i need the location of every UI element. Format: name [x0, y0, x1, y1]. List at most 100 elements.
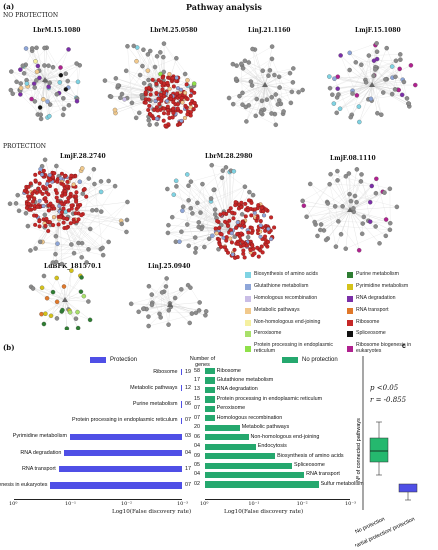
network-node [239, 61, 244, 67]
network-node [188, 93, 193, 98]
network-node [63, 87, 69, 92]
legend-swatch [347, 331, 353, 337]
network-node [191, 107, 196, 112]
legend-swatch [245, 331, 251, 337]
network-node [165, 230, 171, 236]
network-node [192, 90, 197, 95]
hub-node [62, 297, 68, 302]
network-node [141, 306, 146, 312]
network-node [58, 65, 63, 70]
network-node [240, 102, 245, 107]
network-node [69, 203, 74, 208]
protection-bar-label: Ribosome [153, 368, 178, 375]
network-node [146, 118, 151, 123]
network-node [64, 326, 70, 330]
network-node [247, 189, 252, 195]
network-node [301, 203, 307, 208]
protection-bar-label: Purine metabolism [132, 400, 178, 407]
panel-b-label: (b) [3, 343, 15, 352]
network-node [266, 73, 271, 78]
network-node [146, 283, 152, 289]
network-node [145, 68, 151, 73]
network-node [15, 192, 20, 198]
network-node [91, 167, 97, 172]
protection-bar [180, 417, 182, 424]
network-node [166, 111, 171, 116]
network-node [287, 70, 293, 76]
hub-node [347, 207, 353, 212]
protection-bar-label: RNA degradation [20, 449, 62, 456]
network-node [35, 204, 40, 209]
network-node [273, 92, 278, 97]
network-node [228, 206, 233, 211]
network-node [404, 96, 410, 101]
network-node [258, 110, 264, 116]
network-node [102, 78, 108, 83]
network-node [113, 76, 119, 81]
hub-node [167, 302, 173, 307]
network-node [397, 66, 402, 72]
network-label-2: LbrM.25.0580 [150, 27, 198, 34]
protection-bar [50, 482, 182, 489]
legend-label: RNA degradation [356, 295, 396, 302]
network-node [80, 166, 85, 171]
network-node [363, 80, 369, 85]
network-node [55, 199, 60, 204]
network-node [53, 251, 58, 257]
network-node [230, 210, 235, 215]
legend-swatch [347, 296, 353, 302]
network-node [47, 102, 53, 107]
legend-label: Purine metabolism [356, 271, 399, 278]
network-node [53, 188, 58, 193]
network-node [211, 187, 216, 193]
network-node [77, 179, 83, 185]
network-node [343, 246, 348, 251]
network-node [192, 100, 197, 105]
network-node [351, 206, 356, 211]
network-node [263, 228, 268, 233]
network-node [59, 193, 64, 198]
network-node [73, 211, 78, 216]
legend-label: Peroxisome [254, 330, 282, 337]
network-node [236, 242, 241, 247]
legend-swatch [347, 320, 353, 326]
network-node [146, 97, 151, 102]
network-node [304, 214, 309, 220]
network-node [54, 163, 59, 169]
network-node [87, 317, 93, 323]
no-protection-gene-count: 15 [194, 395, 200, 402]
network-node [189, 88, 194, 93]
network-node [269, 56, 275, 62]
network-node [202, 244, 207, 250]
figure-title: Pathway analysis [186, 2, 262, 12]
network-node [158, 71, 163, 77]
network-node [8, 87, 14, 93]
network-node [183, 103, 188, 108]
legend-item: Metabolic pathways [245, 308, 345, 314]
network-node [71, 250, 77, 256]
network-node [258, 223, 263, 228]
network-node [147, 122, 152, 128]
network-node [239, 205, 244, 210]
network-node [171, 84, 176, 89]
protection-legend-label: Protection [110, 357, 138, 363]
network-node [32, 213, 37, 218]
network-node [340, 204, 345, 209]
network-node [74, 98, 80, 104]
network-node [259, 244, 264, 249]
protection-bar-label: RNA transport [21, 465, 56, 472]
network-node [264, 207, 269, 212]
network-node [90, 208, 95, 213]
network-node [200, 181, 205, 187]
network-node [32, 99, 38, 104]
network-node [152, 64, 158, 70]
network-node [289, 89, 295, 95]
network-node [352, 193, 358, 199]
network-node [42, 45, 47, 51]
network-node [392, 87, 398, 92]
network-node [69, 173, 74, 178]
no-protection-gene-count: 02 [194, 480, 200, 487]
network-node [79, 255, 84, 260]
network-node [197, 300, 202, 305]
network-node [86, 247, 91, 252]
